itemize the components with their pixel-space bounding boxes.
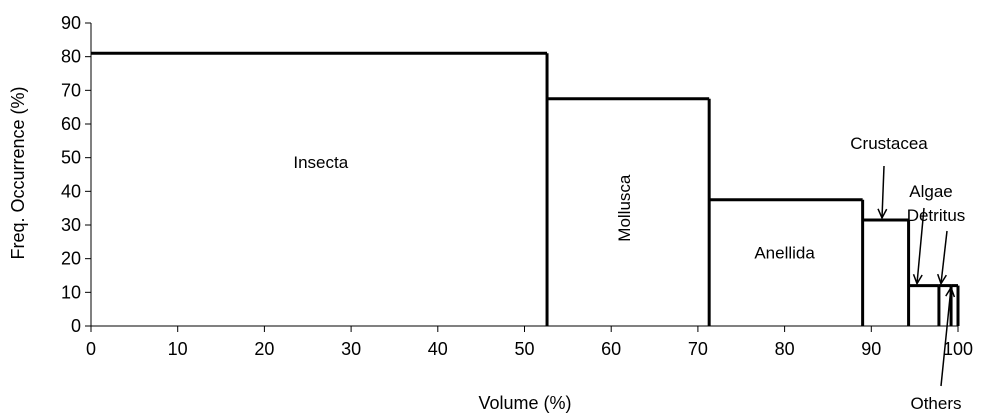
series-label-algae: Algae <box>909 182 952 201</box>
arrow-crustacea <box>877 165 888 220</box>
arrow-detritus <box>936 230 948 286</box>
y-tick-label: 60 <box>61 114 81 134</box>
y-tick-label: 40 <box>61 181 81 201</box>
y-tick-label: 70 <box>61 80 81 100</box>
series-label-anellida: Anellida <box>754 244 815 263</box>
series-label-detritus: Detritus <box>907 206 966 225</box>
y-tick-label: 50 <box>61 148 81 168</box>
x-tick-label: 60 <box>601 339 621 359</box>
y-tick-label: 80 <box>61 47 81 67</box>
series-label-others: Others <box>910 394 961 413</box>
series-label-mollusca: Mollusca <box>615 174 634 242</box>
y-tick-label: 30 <box>61 215 81 235</box>
x-tick-label: 0 <box>86 339 96 359</box>
y-tick-label: 10 <box>61 282 81 302</box>
series-label-crustacea: Crustacea <box>850 134 928 153</box>
x-tick-label: 50 <box>514 339 534 359</box>
arrow-algae <box>912 207 925 286</box>
y-tick-label: 90 <box>61 13 81 33</box>
x-tick-label: 90 <box>861 339 881 359</box>
x-tick-label: 40 <box>428 339 448 359</box>
x-axis-title: Volume (%) <box>478 393 571 413</box>
y-tick-label: 0 <box>71 316 81 336</box>
x-tick-label: 70 <box>688 339 708 359</box>
arrow-others <box>940 285 956 387</box>
y-tick-label: 20 <box>61 249 81 269</box>
y-axis-title: Freq. Occurrence (%) <box>8 86 28 259</box>
series-label-insecta: Insecta <box>293 153 348 172</box>
x-tick-label: 100 <box>943 339 973 359</box>
x-tick-label: 80 <box>775 339 795 359</box>
x-tick-label: 20 <box>254 339 274 359</box>
x-tick-label: 10 <box>168 339 188 359</box>
x-tick-label: 30 <box>341 339 361 359</box>
